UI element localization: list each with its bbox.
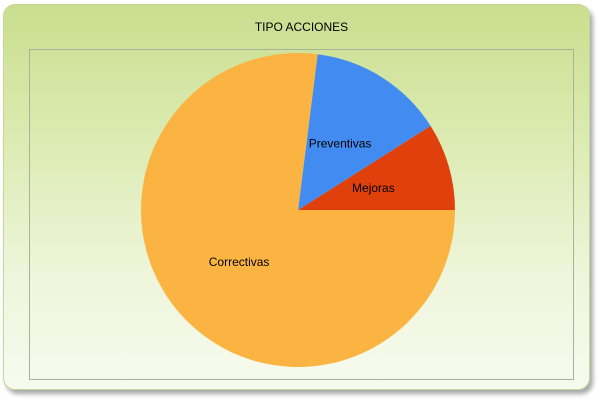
pie-slice-mejoras xyxy=(298,125,455,210)
slice-label-preventivas: Preventivas xyxy=(309,137,372,151)
chart-title: TIPO ACCIONES xyxy=(254,20,349,34)
pie-slice-correctivas xyxy=(141,53,455,368)
pie-slice-preventivas xyxy=(298,54,431,210)
slice-label-correctivas: Correctivas xyxy=(209,255,270,269)
slice-label-mejoras: Mejoras xyxy=(352,181,395,195)
plot-area xyxy=(29,49,574,380)
